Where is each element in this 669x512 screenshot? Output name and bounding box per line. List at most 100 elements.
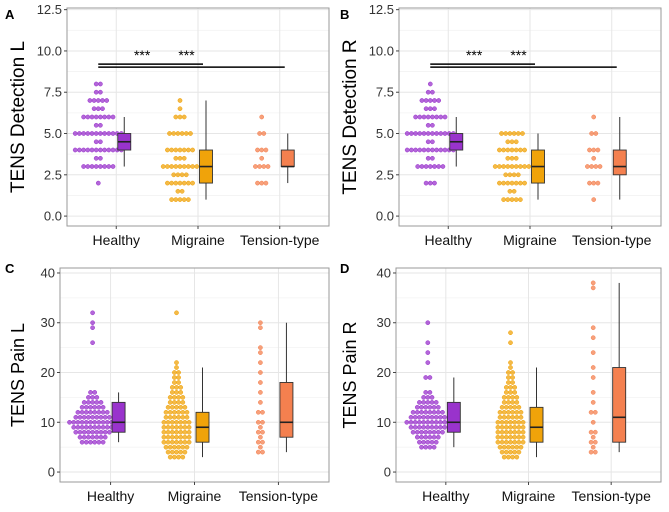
data-point (258, 325, 263, 331)
data-point (163, 414, 169, 420)
data-point (258, 434, 263, 440)
data-point (81, 429, 87, 435)
data-point (593, 131, 599, 136)
data-point (167, 454, 173, 460)
data-point (77, 429, 83, 435)
data-point (83, 404, 89, 410)
data-point (107, 429, 112, 435)
data-point (587, 180, 592, 186)
data-point (597, 164, 603, 169)
data-point (175, 172, 181, 178)
data-point (178, 404, 184, 410)
data-point (433, 419, 439, 425)
data-point (89, 131, 95, 136)
data-point (255, 147, 260, 153)
y-tick-label: 0.0 (44, 209, 62, 224)
data-point (431, 409, 437, 415)
data-point (590, 365, 596, 370)
data-point (419, 444, 424, 450)
y-tick-label: 2.5 (44, 167, 62, 182)
data-point (165, 404, 171, 410)
data-point (430, 89, 435, 95)
data-point (184, 409, 190, 415)
data-point (174, 419, 179, 425)
data-point (503, 449, 509, 455)
data-point (506, 395, 511, 400)
data-point (174, 385, 179, 390)
data-point (173, 114, 179, 120)
data-point (501, 444, 507, 450)
data-point (419, 409, 424, 415)
data-point (514, 454, 520, 460)
data-point (442, 424, 447, 430)
data-point (102, 434, 108, 440)
data-point (414, 409, 420, 415)
x-tick-label: Healthy (87, 488, 134, 504)
data-point (507, 131, 513, 136)
data-point (423, 106, 429, 112)
data-point (181, 197, 187, 202)
data-point (92, 409, 98, 415)
y-tick-label: 0 (48, 465, 55, 480)
data-point (516, 419, 522, 425)
data-point (506, 409, 511, 415)
data-point (186, 424, 192, 430)
data-point (257, 131, 262, 136)
data-point (89, 114, 95, 120)
data-point (442, 131, 448, 136)
data-point (90, 340, 95, 346)
data-point (167, 409, 173, 415)
data-point (102, 429, 108, 435)
data-point (505, 197, 511, 202)
data-point (510, 375, 515, 380)
data-point (436, 164, 442, 169)
data-point (85, 164, 91, 169)
data-point (79, 439, 85, 445)
data-point (172, 454, 177, 460)
data-point (98, 89, 103, 95)
data-point (104, 98, 110, 103)
data-point (510, 409, 515, 415)
data-point (96, 439, 102, 445)
data-point (165, 429, 171, 435)
data-point (255, 409, 261, 415)
data-point (421, 114, 427, 120)
data-point (431, 404, 437, 410)
data-point (513, 180, 519, 186)
data-point (169, 180, 174, 186)
data-point (85, 147, 91, 153)
data-point (435, 404, 441, 410)
data-point (404, 147, 410, 153)
data-point (518, 414, 524, 420)
data-point (174, 390, 179, 395)
data-point (508, 385, 513, 390)
data-point (510, 400, 515, 405)
x-tick-label: Healthy (422, 488, 469, 504)
data-point (442, 114, 448, 120)
data-point (263, 147, 269, 153)
data-point (90, 325, 95, 331)
data-point (81, 147, 86, 153)
data-point (593, 164, 599, 169)
data-point (167, 444, 173, 450)
data-point (431, 429, 437, 435)
data-point (174, 365, 179, 370)
data-point (508, 330, 513, 336)
data-point (590, 280, 596, 286)
data-point (177, 147, 183, 153)
data-point (165, 164, 170, 169)
data-point (499, 449, 505, 455)
data-point (518, 444, 524, 450)
data-point (589, 131, 594, 136)
data-point (92, 439, 98, 445)
data-point (413, 114, 418, 120)
data-point (161, 429, 167, 435)
data-point (258, 424, 263, 430)
data-point (507, 172, 513, 178)
data-point (417, 424, 422, 430)
data-point (440, 429, 445, 435)
data-point (90, 395, 95, 400)
data-point (506, 414, 511, 420)
data-point (100, 404, 106, 410)
data-point (427, 375, 433, 380)
